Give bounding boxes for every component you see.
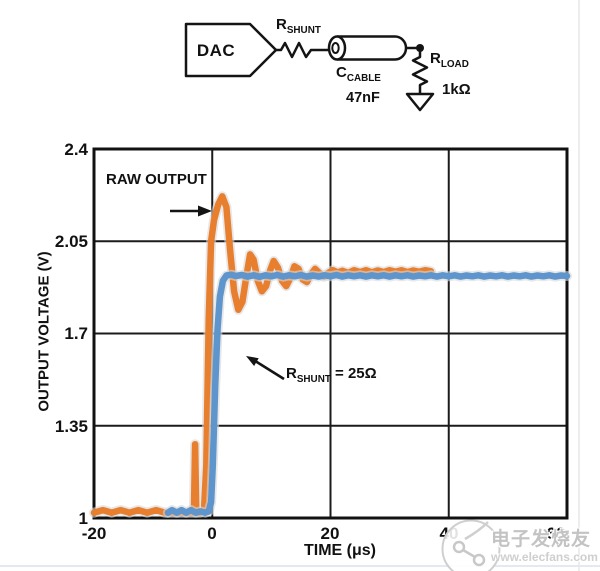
shunt-annotation-suffix: = 25Ω [330, 365, 377, 382]
plot-grid [92, 147, 569, 520]
xtick-20: 20 [320, 524, 340, 543]
ground-symbol [405, 92, 435, 112]
coax-cable-core [331, 42, 340, 54]
coax-cable-body [337, 35, 408, 61]
ccable-label: CCABLE [336, 64, 381, 84]
ccable-value: 47nF [346, 90, 380, 106]
dac-block [184, 22, 278, 78]
ccable-label-sub: CABLE [346, 73, 381, 84]
plot-traces [89, 191, 572, 518]
circuit-diagram [184, 22, 435, 112]
rload-label: RLOAD [430, 50, 469, 70]
ytick-2_05: 2.05 [54, 232, 88, 251]
raw-output-annotation: RAW OUTPUT [106, 171, 207, 188]
xtick-m20: -20 [81, 524, 107, 543]
screenshot-right-edge [578, 0, 580, 571]
shunt-annotation: RSHUNT = 25Ω [286, 365, 377, 385]
rshunt-label: RSHUNT [276, 16, 321, 36]
rload-value: 1kΩ [442, 81, 471, 98]
dac-label: DAC [196, 41, 236, 60]
shunt-annotation-main: R [286, 365, 297, 382]
rshunt-resistor [276, 41, 330, 59]
ccable-label-main: C [336, 64, 347, 81]
watermark-site-text: www.elecfans.com [491, 550, 598, 564]
rshunt-label-sub: SHUNT [286, 25, 321, 36]
annotation-arrows [170, 205, 285, 381]
shunt-annotation-sub: SHUNT [296, 374, 331, 385]
screenshot-bottom-edge [0, 565, 600, 567]
xtick-0: 0 [207, 524, 217, 543]
xtick-60: 60 [546, 524, 566, 543]
xtick-40: 40 [439, 524, 459, 543]
ytick-1_35: 1.35 [54, 417, 88, 436]
ytick-1: 1 [78, 509, 88, 528]
raw-output-arrowhead [198, 205, 212, 217]
shunt-arrow-shaft [255, 360, 285, 381]
shunt-arrowhead [246, 356, 259, 366]
x-axis-title: TIME (μs) [303, 542, 376, 559]
ytick-1_7: 1.7 [64, 324, 88, 343]
rshunt-label-main: R [276, 16, 287, 33]
rload-label-main: R [430, 50, 441, 67]
rload-resistor [411, 48, 429, 94]
coax-cable-end [327, 35, 347, 61]
rload-label-sub: LOAD [440, 59, 469, 70]
ytick-2_4: 2.4 [64, 140, 88, 159]
watermark-brand-text: 电子发烧友 [491, 529, 592, 550]
